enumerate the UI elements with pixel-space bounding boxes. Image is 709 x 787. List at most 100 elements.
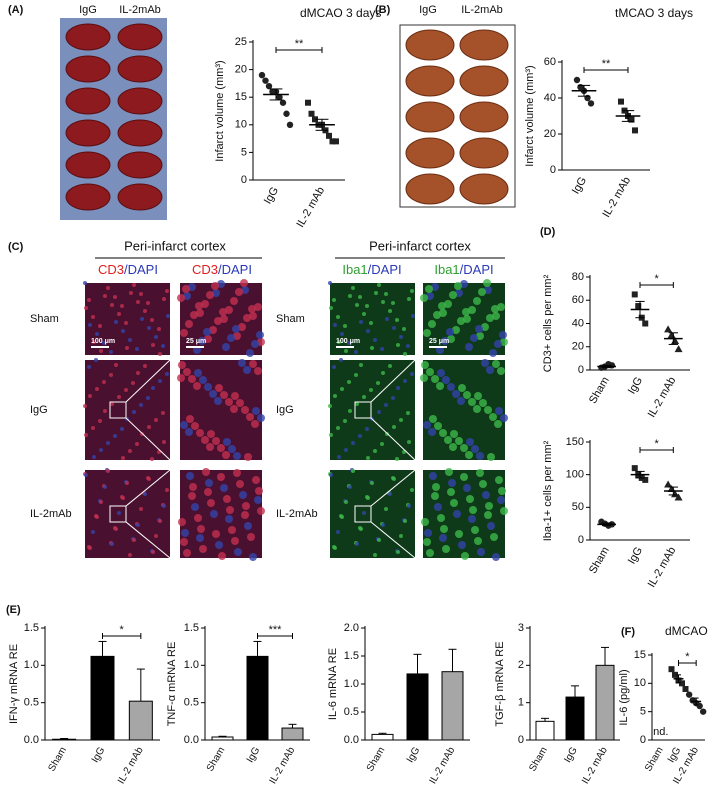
micrograph	[85, 283, 170, 355]
cell	[110, 303, 114, 307]
cell	[500, 507, 508, 515]
cell	[380, 347, 384, 351]
zoom-line	[125, 417, 171, 461]
cell	[251, 340, 259, 348]
cell	[185, 428, 193, 436]
cell	[439, 429, 447, 437]
cell	[332, 365, 336, 369]
cell	[351, 286, 355, 290]
cell	[359, 363, 363, 367]
data-point	[286, 121, 294, 128]
cell	[489, 349, 497, 357]
cell	[431, 492, 439, 500]
cell	[471, 526, 479, 534]
significance-label: **	[295, 38, 304, 50]
x-tick-label: Sham	[527, 745, 550, 773]
cell	[476, 452, 484, 460]
cell	[452, 390, 460, 398]
cell	[83, 404, 87, 408]
data-point	[628, 116, 635, 123]
cell	[482, 491, 490, 499]
cell	[428, 428, 436, 436]
brain-slices	[405, 29, 509, 205]
y-tick-label: 20	[572, 341, 584, 353]
cell	[248, 305, 256, 313]
cell	[474, 537, 482, 545]
cell	[473, 405, 481, 413]
cell	[196, 534, 204, 542]
scale-label: 100 μm	[91, 338, 115, 345]
cell	[219, 308, 227, 316]
cell	[457, 317, 465, 325]
data-point	[679, 680, 685, 687]
cell	[228, 445, 236, 453]
slice	[405, 65, 455, 97]
slice	[65, 87, 111, 115]
data-point	[312, 116, 318, 123]
x-tick-label: IL-2 mAb	[646, 375, 679, 420]
cell	[140, 317, 144, 321]
x-tick-label: IL-2 mAb	[268, 745, 298, 786]
cell	[365, 427, 369, 431]
y-tick-label: 15	[634, 649, 646, 661]
chart-title: dMCAO 3 days	[665, 624, 709, 638]
cell	[143, 309, 147, 313]
cell	[230, 405, 238, 413]
cell	[98, 324, 102, 328]
data-point	[305, 99, 311, 106]
y-tick-label: 1.5	[24, 622, 39, 634]
cell	[479, 399, 487, 407]
cell	[374, 291, 378, 295]
cell	[117, 511, 121, 515]
bar	[128, 700, 153, 741]
cell	[437, 514, 445, 522]
cell	[178, 518, 186, 526]
y-axis-label: IL-6 mRNA RE	[327, 648, 339, 720]
cell	[445, 468, 453, 476]
cell	[362, 312, 366, 316]
data-point	[283, 110, 290, 117]
x-tick-label: IgG	[562, 745, 580, 765]
significance-label: ***	[269, 624, 283, 636]
stain-marker: CD3	[192, 262, 218, 277]
slice	[405, 173, 455, 205]
cell	[215, 541, 223, 549]
x-tick-label: IgG	[626, 545, 645, 566]
x-tick-label: IgG	[245, 745, 263, 765]
cell	[150, 457, 154, 461]
cell	[343, 324, 347, 328]
cell	[217, 444, 225, 452]
cell	[92, 340, 96, 344]
cell	[204, 488, 212, 496]
cell	[197, 525, 205, 533]
cell	[336, 426, 340, 430]
cell	[344, 500, 348, 504]
cell	[355, 402, 359, 406]
cell	[239, 491, 247, 499]
y-tick-label: 15	[235, 91, 247, 103]
cell	[388, 492, 392, 496]
cell	[210, 510, 218, 518]
x-tick-label: IL-2 mAb	[116, 745, 146, 786]
cell	[121, 329, 125, 333]
cell	[209, 390, 217, 398]
data-point	[631, 291, 638, 298]
cell	[181, 529, 189, 537]
bar	[52, 738, 77, 741]
cell	[206, 443, 214, 451]
cell	[485, 502, 493, 510]
data-point	[674, 493, 683, 501]
cell	[377, 538, 381, 542]
cell	[195, 302, 203, 310]
cell	[165, 289, 169, 293]
cell	[217, 473, 225, 481]
cell	[369, 388, 373, 392]
y-axis-label: IFN-γ mRNA RE	[8, 644, 20, 724]
cell	[399, 534, 403, 538]
slice	[65, 151, 111, 179]
cell	[120, 304, 124, 308]
cell	[448, 479, 456, 487]
cell	[236, 480, 244, 488]
y-tick-label: 1	[518, 697, 524, 709]
data-point	[573, 76, 581, 84]
